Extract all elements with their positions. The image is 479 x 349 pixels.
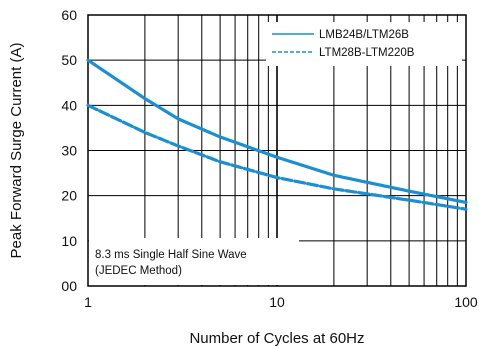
y-tick-label: 20 — [61, 188, 77, 204]
y-tick-label: 50 — [61, 52, 77, 68]
x-tick-label: 10 — [269, 294, 285, 310]
plot-frame — [87, 14, 467, 287]
y-axis-title: Peak Forward Surge Current (A) — [8, 43, 25, 259]
x-tick-labels: 1 10 100 — [84, 294, 478, 310]
y-tick-label: 10 — [61, 233, 77, 249]
legend-label-2: LTM28B-LTM220B — [319, 47, 415, 59]
legend-background — [266, 22, 462, 66]
x-axis-title: Number of Cycles at 60Hz — [189, 330, 364, 347]
annotation-line-2: (JEDEC Method) — [95, 265, 182, 277]
annotation-line-1: 8.3 ms Single Half Sine Wave — [95, 249, 247, 261]
legend-label-1: LMB24B/LTM26B — [319, 29, 409, 41]
annotation-background — [89, 238, 299, 285]
series-line-2 — [86, 103, 468, 211]
y-tick-label: 60 — [61, 7, 77, 23]
series-layer — [86, 58, 468, 211]
x-tick-label: 100 — [454, 294, 478, 310]
legend: LMB24B/LTM26B LTM28B-LTM220B — [266, 22, 462, 66]
y-tick-labels: 00 10 20 30 40 50 60 — [61, 7, 77, 294]
y-tick-label: 30 — [61, 143, 77, 159]
y-tick-label: 40 — [61, 97, 77, 113]
y-tick-label: 00 — [61, 278, 77, 294]
series-line-1 — [86, 58, 468, 205]
annotation-box: 8.3 ms Single Half Sine Wave (JEDEC Metho… — [89, 238, 299, 285]
x-tick-label: 1 — [84, 294, 92, 310]
